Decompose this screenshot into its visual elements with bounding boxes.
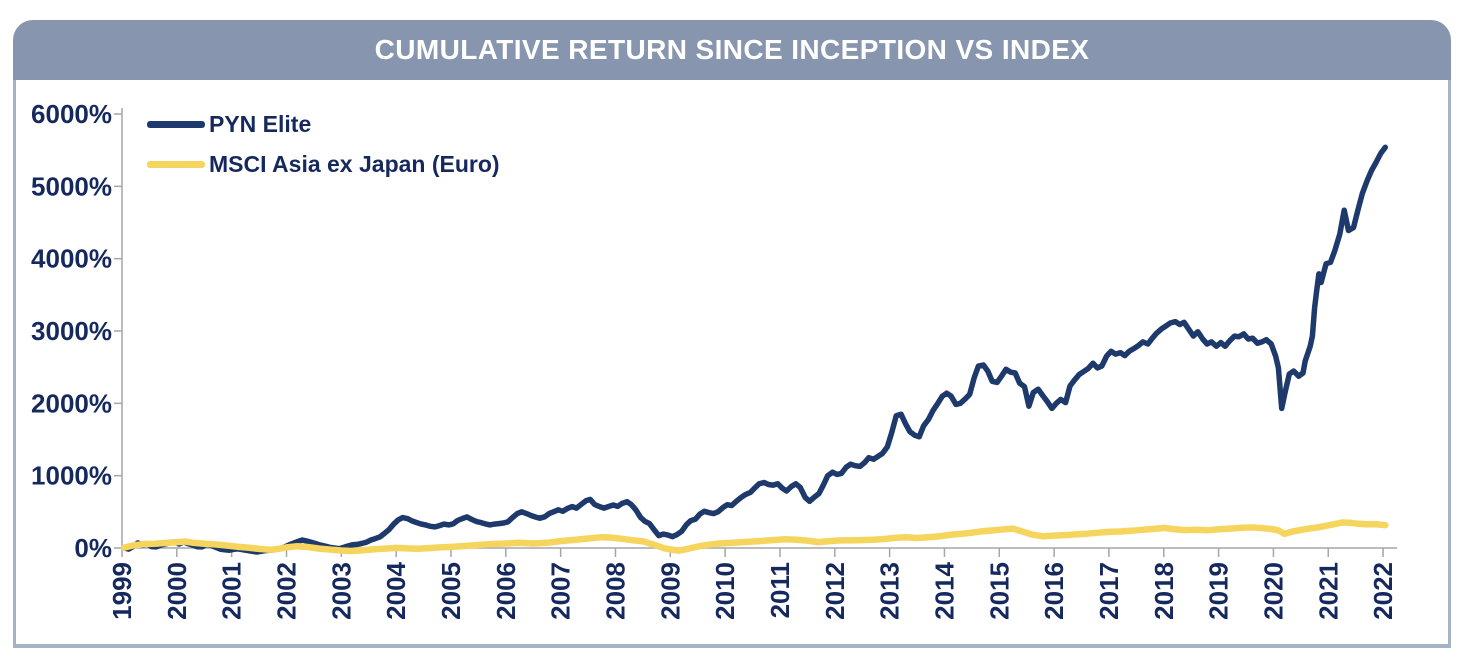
x-axis-label: 2012	[820, 562, 850, 620]
x-axis-label: 2005	[436, 562, 466, 620]
chart-title-bar: CUMULATIVE RETURN SINCE INCEPTION VS IND…	[13, 20, 1451, 80]
legend-label-msci: MSCI Asia ex Japan (Euro)	[209, 150, 500, 177]
x-axis-label: 2003	[326, 562, 356, 620]
x-axis-label: 2002	[271, 562, 301, 620]
x-axis-label: 2011	[765, 562, 795, 618]
y-axis-label: 4000%	[31, 244, 112, 274]
pyn-elite-series-line	[121, 144, 1389, 555]
chart-panel: CUMULATIVE RETURN SINCE INCEPTION VS IND…	[13, 20, 1451, 648]
x-axis-label: 2014	[929, 561, 959, 619]
y-axis-label: 2000%	[31, 388, 112, 418]
chart-area: PYN Elite MSCI Asia ex Japan (Euro) 0% 10…	[13, 80, 1451, 648]
y-axis-label: 1000%	[31, 461, 112, 491]
y-axis-label: 3000%	[31, 316, 112, 346]
x-axis-label: 2020	[1258, 562, 1288, 620]
x-axis-label: 2022	[1368, 562, 1398, 620]
legend-item-pyn-elite: PYN Elite	[147, 104, 500, 144]
chart-legend: PYN Elite MSCI Asia ex Japan (Euro)	[147, 104, 500, 184]
x-axis-label: 2021	[1313, 562, 1343, 620]
legend-item-msci: MSCI Asia ex Japan (Euro)	[147, 144, 500, 184]
pyn-elite-line-swatch	[147, 120, 205, 128]
x-axis-label: 2018	[1149, 562, 1179, 620]
x-axis-label: 2010	[710, 562, 740, 620]
y-axis-label: 5000%	[31, 171, 112, 201]
cumulative-return-line-chart: 0% 1000% 2000% 3000% 4000% 5000% 6000% 1999 2000…	[31, 99, 1398, 620]
x-axis-label: 2006	[491, 562, 521, 620]
y-axis-label: 6000%	[31, 99, 112, 129]
msci-line-swatch	[147, 160, 205, 168]
x-axis-label: 2017	[1094, 562, 1124, 620]
msci-series-line	[120, 519, 1389, 555]
x-axis-label: 2007	[546, 562, 576, 620]
x-axis-label: 1999	[107, 562, 137, 620]
x-axis-label: 2019	[1204, 562, 1234, 620]
legend-label-pyn-elite: PYN Elite	[209, 110, 312, 137]
x-axis-label: 2009	[655, 562, 685, 620]
x-axis-label: 2016	[1039, 562, 1069, 620]
x-axis-label: 2000	[162, 562, 192, 620]
x-axis-label: 2001	[217, 562, 247, 620]
y-axis-label: 0%	[74, 533, 112, 563]
x-axis-label: 2013	[875, 562, 905, 620]
x-axis-label: 2008	[600, 562, 630, 620]
chart-title: CUMULATIVE RETURN SINCE INCEPTION VS IND…	[374, 34, 1090, 65]
x-axis-label: 2015	[984, 562, 1014, 620]
x-axis-label: 2004	[381, 561, 411, 619]
